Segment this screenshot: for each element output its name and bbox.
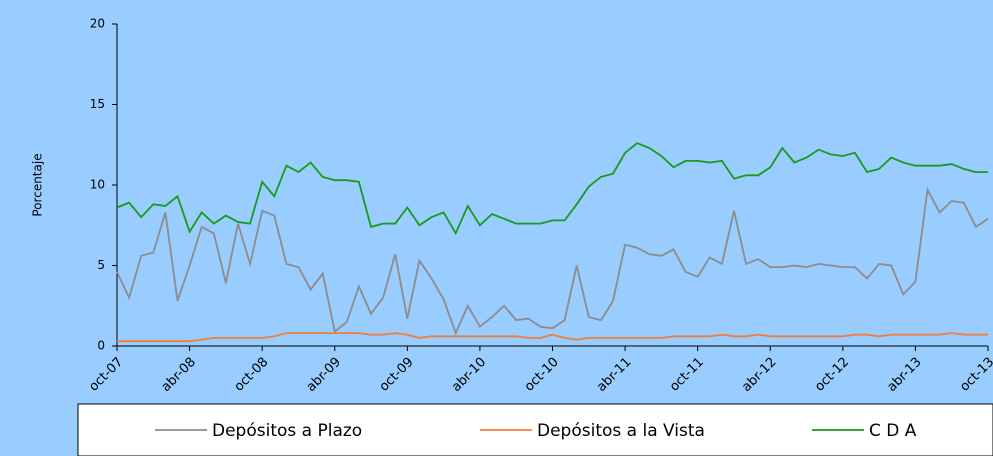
x-tick-label: abr-12 <box>739 355 779 395</box>
series-line <box>116 186 989 336</box>
x-tick-label: abr-13 <box>884 355 924 395</box>
series-line <box>117 332 988 343</box>
y-axis-label: Porcentaje <box>31 153 45 216</box>
x-tick-label: abr-09 <box>304 355 344 395</box>
x-tick-label: oct-11 <box>667 355 707 395</box>
y-tick-label: 20 <box>90 17 105 31</box>
legend-label: Depósitos a la Vista <box>537 421 705 441</box>
legend-label: C D A <box>869 421 917 441</box>
x-tick-label: oct-08 <box>232 355 272 395</box>
x-tick-label: oct-10 <box>522 355 562 395</box>
x-tick-label: abr-11 <box>594 355 634 395</box>
x-tick-label: abr-08 <box>159 355 199 395</box>
x-tick-label: oct-12 <box>812 355 852 395</box>
y-tick-label: 0 <box>97 339 105 353</box>
x-tick-label: oct-13 <box>957 355 993 395</box>
y-tick-label: 15 <box>90 97 105 111</box>
y-tick-label: 5 <box>97 258 105 272</box>
y-tick-label: 10 <box>90 178 105 192</box>
legend-label: Depósitos a Plazo <box>212 421 362 441</box>
x-tick-label: oct-07 <box>86 355 126 395</box>
x-tick-label: oct-09 <box>377 355 417 395</box>
series-line <box>116 142 988 236</box>
x-tick-label: abr-10 <box>449 355 489 395</box>
